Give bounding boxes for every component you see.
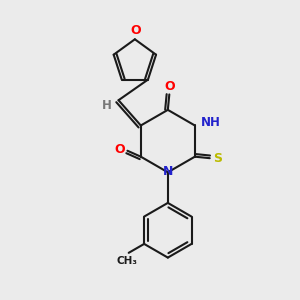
- Text: O: O: [130, 25, 141, 38]
- Text: N: N: [163, 166, 173, 178]
- Text: S: S: [213, 152, 222, 165]
- Text: NH: NH: [200, 116, 220, 129]
- Text: O: O: [165, 80, 175, 94]
- Text: H: H: [102, 99, 112, 112]
- Text: O: O: [115, 143, 125, 156]
- Text: CH₃: CH₃: [117, 256, 138, 266]
